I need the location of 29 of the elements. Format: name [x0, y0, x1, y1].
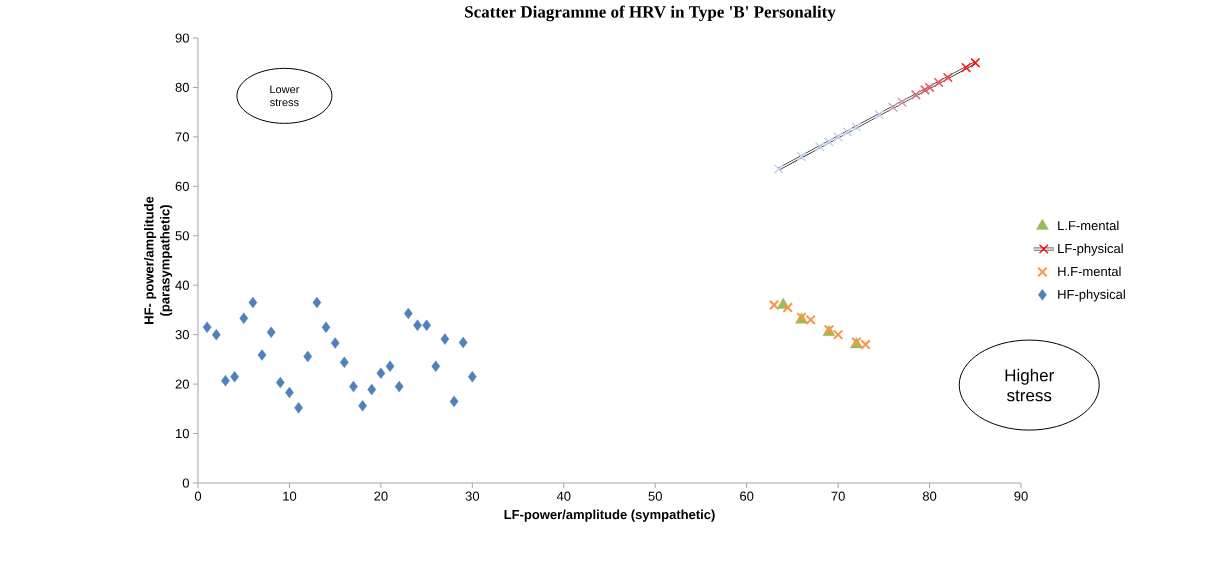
x-tick-label: 0	[194, 491, 202, 501]
y-tick-label: 50	[175, 231, 189, 241]
legend-label: L.F-mental	[1058, 220, 1119, 231]
x-tick-label: 10	[283, 491, 297, 501]
y-tick-label: 30	[175, 330, 189, 340]
y-tick-label: 0	[182, 478, 189, 488]
y-tick-label: 80	[175, 82, 189, 93]
legend-label: H.F-mental	[1058, 266, 1121, 277]
chart-title: Scatter Diagramme of HRV in Type 'B' Personality	[465, 5, 836, 22]
x-axis-title: LF-power/amplitude (sympathetic)	[504, 509, 715, 522]
y-axis-title: HF- power/amplitude (parasympathetic)	[144, 196, 173, 324]
x-tick-label: 20	[374, 491, 388, 501]
x-tick-label: 30	[465, 491, 480, 501]
y-tick-label: 90	[175, 33, 189, 43]
x-tick-label: 90	[1014, 491, 1028, 501]
legend-label: HF-physical	[1058, 289, 1125, 302]
annotation: Higher stress	[1005, 368, 1054, 402]
y-tick-label: 20	[175, 379, 189, 389]
x-tick-label: 70	[831, 491, 845, 501]
x-tick-label: 50	[648, 491, 662, 501]
x-tick-label: 80	[922, 491, 937, 501]
x-tick-label: 60	[740, 491, 754, 501]
legend-label: LF-physical	[1058, 243, 1123, 256]
y-tick-label: 10	[176, 428, 189, 439]
x-tick-label: 40	[556, 491, 571, 501]
y-tick-label: 40	[175, 280, 189, 290]
y-tick-label: 60	[175, 181, 189, 191]
y-tick-label: 70	[175, 132, 189, 142]
annotation: Lower stress	[270, 85, 300, 107]
